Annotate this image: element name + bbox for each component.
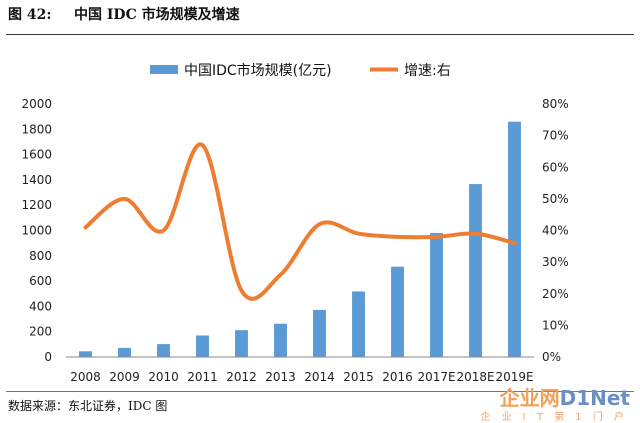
watermark-brand: 企业网D1Net [500,382,630,411]
watermark-tagline: 企 业 I T 第 1 门 户 [480,412,628,423]
x-tick-label: 2014 [304,370,335,384]
bar [469,184,482,357]
y-left-tick-label: 1200 [21,198,52,212]
legend-swatch-bar [150,65,178,74]
y-left-tick-label: 800 [29,249,52,263]
growth-line [83,142,517,301]
y-right-tick-label: 30% [542,255,569,269]
y-left-tick-label: 1800 [21,122,52,136]
y-left-tick-label: 1400 [21,173,52,187]
y-right-tick-label: 70% [542,129,569,143]
watermark-logo: 企业网D1Net 企 业 I T 第 1 门 户 [460,382,630,423]
x-tick-label: 2019E [495,370,533,384]
y-left-tick-label: 1000 [21,224,52,238]
legend-label-bar: 中国IDC市场规模(亿元) [184,62,332,79]
bottom-rule [6,391,634,392]
y-left-tick-label: 200 [29,325,52,339]
y-right-tick-label: 10% [542,318,569,332]
x-tick-label: 2013 [265,370,296,384]
y-left-tick-label: 400 [29,299,52,313]
x-tick-label: 2011 [187,370,218,384]
y-right-tick-label: 0% [542,350,561,364]
x-tick-label: 2010 [148,370,179,384]
bar [235,330,248,357]
legend-label-line: 增速:右 [404,63,451,79]
y-left-tick-label: 600 [29,274,52,288]
x-tick-label: 2016 [382,370,413,384]
watermark-brand-cn: 企业网 [499,386,560,410]
bar [352,291,365,357]
bar [430,233,443,357]
bar [157,344,170,357]
x-tick-label: 2008 [70,370,101,384]
y-left-tick-label: 2000 [21,97,52,111]
bar [79,351,92,357]
figure-title: 中国 IDC 市场规模及增速 [74,7,240,23]
y-left-tick-label: 1600 [21,148,52,162]
x-tick-label: 2015 [343,370,374,384]
y-right-tick-label: 20% [542,287,569,301]
y-right-tick-label: 60% [542,160,569,174]
x-tick-label: 2009 [109,370,140,384]
figure-header: 图 42: 中国 IDC 市场规模及增速 [0,0,640,30]
bar [313,309,326,357]
x-tick-label: 2018E [456,370,494,384]
bar [118,347,131,357]
bar [391,266,404,357]
x-tick-label: 2012 [226,370,257,384]
bar [196,335,209,357]
y-right-tick-label: 40% [542,224,569,238]
bar [508,121,521,358]
watermark-brand-en: D1Net [559,386,630,410]
x-tick-label: 2017E [417,370,455,384]
bar [274,323,287,357]
source-note: 数据来源：东北证券，IDC 图 [8,399,168,413]
y-right-tick-label: 50% [542,192,569,206]
y-left-tick-label: 0 [44,350,52,364]
figure-label: 图 42: [8,7,52,23]
y-right-tick-label: 80% [542,97,569,111]
top-rule [6,34,634,35]
